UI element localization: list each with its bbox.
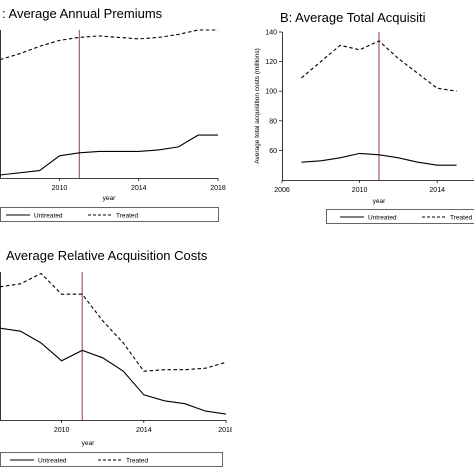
- panel-c-plot: 2010 2014 2018: [0, 272, 232, 434]
- panel-b-xtick-label-2006: 2006: [274, 187, 290, 194]
- panel-b-ylabel: Average total acquisition costs (million…: [254, 48, 261, 164]
- panel-b-xtick-label-2014: 2014: [429, 187, 445, 194]
- panel-a-plot: 2010 2014 2018: [0, 29, 226, 192]
- panel-a-title: : Average Annual Premiums: [2, 6, 163, 21]
- panel-a-series-untreated-line: [0, 134, 218, 176]
- panel-a-legend: Untreated Treated: [0, 207, 219, 222]
- panel-c-legend-untreated-label: Untreated: [38, 458, 67, 465]
- panel-a-legend-box: [0, 207, 219, 222]
- panel-a: : Average Annual Premiums 2010 2014 2018 y…: [0, 0, 232, 230]
- panel-b-plot: 2006 2010 2014 60 80 100 120 140: [265, 30, 474, 194]
- panel-c: Average Relative Acquisition Costs 2010 2…: [0, 242, 232, 474]
- panel-b-legend-untreated-label: Untreated: [368, 215, 397, 222]
- panel-a-xlabel: year: [103, 195, 116, 202]
- panel-c-legend-box: [0, 452, 223, 467]
- panel-a-xtick-label-2014: 2014: [131, 185, 147, 192]
- panel-b: B: Average Total Acquisiti 2006 2010 2014 6…: [242, 0, 474, 230]
- panel-b-series-treated-line: [301, 40, 457, 92]
- panel-a-series-treated-line: [0, 29, 218, 61]
- panel-b-xlabel: year: [373, 198, 386, 205]
- panel-b-ytick-label-140: 140: [265, 30, 277, 37]
- panel-c-series-treated-line: [0, 272, 227, 372]
- panel-b-ytick-label-60: 60: [269, 148, 277, 155]
- panel-b-chart: B: Average Total Acquisiti 2006 2010 2014 6…: [254, 10, 474, 224]
- panel-a-chart: : Average Annual Premiums 2010 2014 2018 y…: [0, 6, 226, 222]
- panel-c-xtick-label-2014: 2014: [136, 427, 152, 434]
- panel-b-legend-treated-label: Treated: [450, 215, 473, 222]
- panel-b-legend: Untreated Treated: [326, 209, 474, 224]
- panel-b-series-untreated-line: [301, 152, 457, 166]
- panel-c-xlabel: year: [82, 440, 95, 447]
- panel-c-xtick-label-2010: 2010: [54, 427, 70, 434]
- panel-a-xtick-label-2010: 2010: [52, 185, 68, 192]
- panel-c-series-untreated-line: [0, 327, 227, 415]
- panel-a-legend-treated-label: Treated: [116, 213, 139, 220]
- panel-c-legend-treated-label: Treated: [126, 458, 149, 465]
- panel-b-legend-box: [326, 209, 474, 224]
- panel-b-ytick-label-120: 120: [265, 59, 277, 66]
- panel-b-ytick-label-100: 100: [265, 89, 277, 96]
- panel-b-xtick-label-2010: 2010: [352, 187, 368, 194]
- panel-b-ytick-label-80: 80: [269, 118, 277, 125]
- panel-c-chart: Average Relative Acquisition Costs 2010 2…: [0, 248, 232, 467]
- panel-c-xtick-label-2018: 2018: [218, 427, 232, 434]
- panel-b-title: B: Average Total Acquisiti: [280, 10, 426, 25]
- panel-c-title: Average Relative Acquisition Costs: [6, 248, 208, 263]
- panel-c-legend: Untreated Treated: [0, 452, 223, 467]
- panel-a-legend-untreated-label: Untreated: [34, 213, 63, 220]
- panel-a-xtick-label-2018: 2018: [210, 185, 226, 192]
